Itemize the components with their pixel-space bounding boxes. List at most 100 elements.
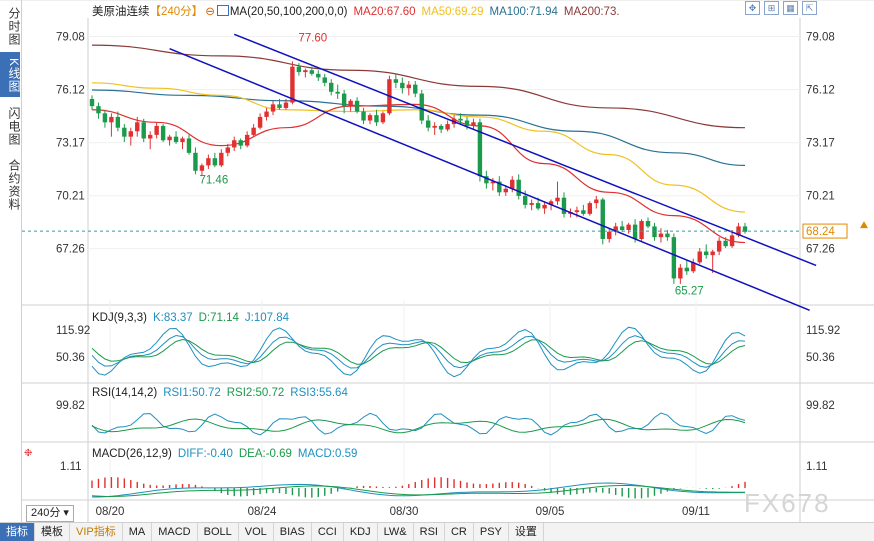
candle-body	[445, 124, 450, 130]
y-tick-right: 67.26	[806, 244, 835, 256]
candle-body	[147, 134, 153, 139]
candle-body	[361, 111, 366, 121]
candle-body	[186, 138, 192, 153]
candle-body	[516, 179, 521, 196]
candle-body	[257, 116, 263, 128]
candle-body	[503, 188, 508, 193]
candle-body	[729, 235, 735, 247]
candle-body	[264, 111, 269, 117]
period-tag: 【240分】	[149, 6, 204, 18]
crosshair-icon[interactable]: ✥	[745, 1, 760, 15]
tab-kline[interactable]: K线图	[0, 52, 21, 97]
candle-body	[102, 113, 108, 123]
candle-body	[574, 210, 580, 213]
candle-body	[535, 203, 541, 209]
period-selector[interactable]: 240分 ▾	[26, 505, 74, 522]
macd-legend: MACD(26,12,9) DIFF:-0.40 DEA:-0.69 MACD:0.5…	[92, 448, 363, 460]
toolbar-btn-0[interactable]: 指标	[0, 523, 35, 541]
candle-body	[658, 233, 664, 238]
toolbar-btn-11[interactable]: RSI	[414, 523, 445, 541]
candle-body	[581, 210, 586, 214]
candle-body	[510, 179, 515, 189]
toolbar-btn-1[interactable]: 模板	[35, 523, 70, 541]
candle-body	[542, 204, 547, 209]
candle-body	[548, 201, 554, 205]
toolbar-btn-5[interactable]: BOLL	[198, 523, 239, 541]
macd-axis-top-right: 1.11	[806, 461, 828, 473]
x-tick-label: 09/11	[682, 506, 710, 518]
candle-body	[665, 233, 670, 238]
candle-body	[484, 176, 489, 184]
rsi-legend: RSI(14,14,2) RSI1:50.72 RSI2:50.72 RSI3:55.…	[92, 387, 354, 399]
toolbar-btn-10[interactable]: LW&	[378, 523, 414, 541]
toolbar-btn-14[interactable]: 设置	[509, 523, 544, 541]
toolbar-btn-2[interactable]: VIP指标	[70, 523, 123, 541]
toolbar-btn-6[interactable]: VOL	[239, 523, 274, 541]
timeframe-sidebar: 分时图 K线图 闪电图 合约资料	[0, 0, 22, 540]
candle-body	[716, 240, 722, 252]
tab-lightning[interactable]: 闪电图	[7, 106, 21, 146]
candle-body	[432, 125, 437, 128]
candle-body	[141, 122, 146, 139]
candle-body	[122, 127, 127, 137]
y-tick-left: 79.08	[56, 32, 85, 44]
indicator-toolbar: 指标 模板 VIP指标 MA MACD BOLL VOL BIAS CCI KDJ LW& RSI CR…	[0, 522, 874, 541]
channel-lower-line	[169, 48, 810, 311]
y-tick-left: 67.26	[56, 244, 85, 256]
macd-params: MACD(26,12,9)	[92, 448, 172, 460]
toolbar-btn-12[interactable]: CR	[445, 523, 474, 541]
candle-body	[167, 136, 172, 141]
ma20-value: MA20:67.60	[353, 6, 416, 18]
candle-body	[135, 122, 140, 132]
rsi-axis-top-right: 99.82	[806, 400, 835, 412]
rsi2: RSI2:50.72	[226, 387, 285, 399]
candle-body	[613, 226, 618, 232]
candle-body	[671, 237, 677, 279]
channel-upper-line	[233, 33, 817, 267]
toolbar-btn-13[interactable]: PSY	[474, 523, 509, 541]
ma100-line	[91, 89, 746, 166]
toolbar-btn-7[interactable]: BIAS	[274, 523, 312, 541]
candle-body	[238, 140, 243, 146]
maximize-icon[interactable]: ⇱	[802, 1, 817, 15]
y-tick-left: 73.17	[56, 138, 85, 150]
settings-icon[interactable]: ⊖	[205, 6, 215, 18]
candle-body	[458, 118, 463, 121]
low-annotation: 71.46	[199, 174, 228, 186]
macd-value: MACD:0.59	[297, 448, 358, 460]
toolbar-btn-3[interactable]: MA	[123, 523, 153, 541]
candle-body	[180, 138, 185, 143]
macd-dea: DEA:-0.69	[238, 448, 292, 460]
kdj-params: KDJ(9,3,3)	[92, 312, 147, 324]
candle-body	[128, 131, 133, 137]
candle-body	[652, 226, 657, 238]
candle-body	[109, 116, 114, 123]
kdj-j-line	[91, 326, 746, 378]
kdj-legend: KDJ(9,3,3) K:83.37 D:71.14 J:107.84	[92, 312, 295, 324]
candle-body	[154, 125, 159, 135]
layout-icon[interactable]: ▦	[783, 1, 798, 15]
candle-body	[413, 84, 418, 94]
fx678-watermark: FX678	[744, 488, 831, 518]
chevron-down-icon: ▾	[63, 507, 69, 519]
candle-body	[529, 203, 534, 205]
rsi-axis-top: 99.82	[56, 400, 85, 412]
candle-body	[89, 98, 95, 107]
candle-body	[600, 199, 605, 239]
toolbar-btn-9[interactable]: KDJ	[344, 523, 378, 541]
tab-contract-info[interactable]: 合约资料	[7, 158, 21, 211]
toolbar-btn-4[interactable]: MACD	[152, 523, 198, 541]
candle-body	[561, 197, 567, 214]
tab-timeshare[interactable]: 分时图	[7, 6, 21, 46]
candle-body	[251, 127, 256, 135]
grid-icon[interactable]: ⊞	[764, 1, 779, 15]
candle-body	[691, 262, 696, 272]
candle-body	[607, 231, 612, 239]
candle-body	[697, 251, 702, 263]
candle-body	[471, 122, 476, 126]
rsi1: RSI1:50.72	[163, 387, 221, 399]
x-tick-label: 08/20	[96, 506, 125, 518]
window-controls: ✥ ⊞ ▦ ⇱	[741, 1, 817, 15]
toolbar-btn-8[interactable]: CCI	[312, 523, 344, 541]
